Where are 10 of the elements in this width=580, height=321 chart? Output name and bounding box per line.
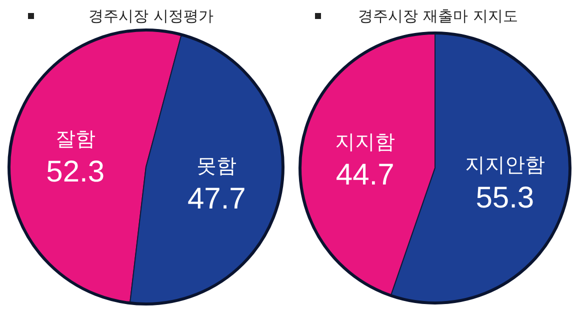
- slice-label: 잘함: [55, 126, 96, 150]
- chart-title: 경주시장 재출마 지지도: [358, 7, 518, 25]
- data-label: 52.3: [46, 155, 105, 188]
- data-label: 55.3: [476, 182, 534, 215]
- chart-title: 경주시장 시정평가: [88, 7, 214, 25]
- data-label: 44.7: [336, 158, 394, 192]
- slice-label: 지지함: [335, 129, 396, 154]
- slice-label: 지지안함: [464, 152, 545, 177]
- data-label: 47.7: [187, 182, 246, 216]
- slice-label: 못함: [196, 154, 237, 178]
